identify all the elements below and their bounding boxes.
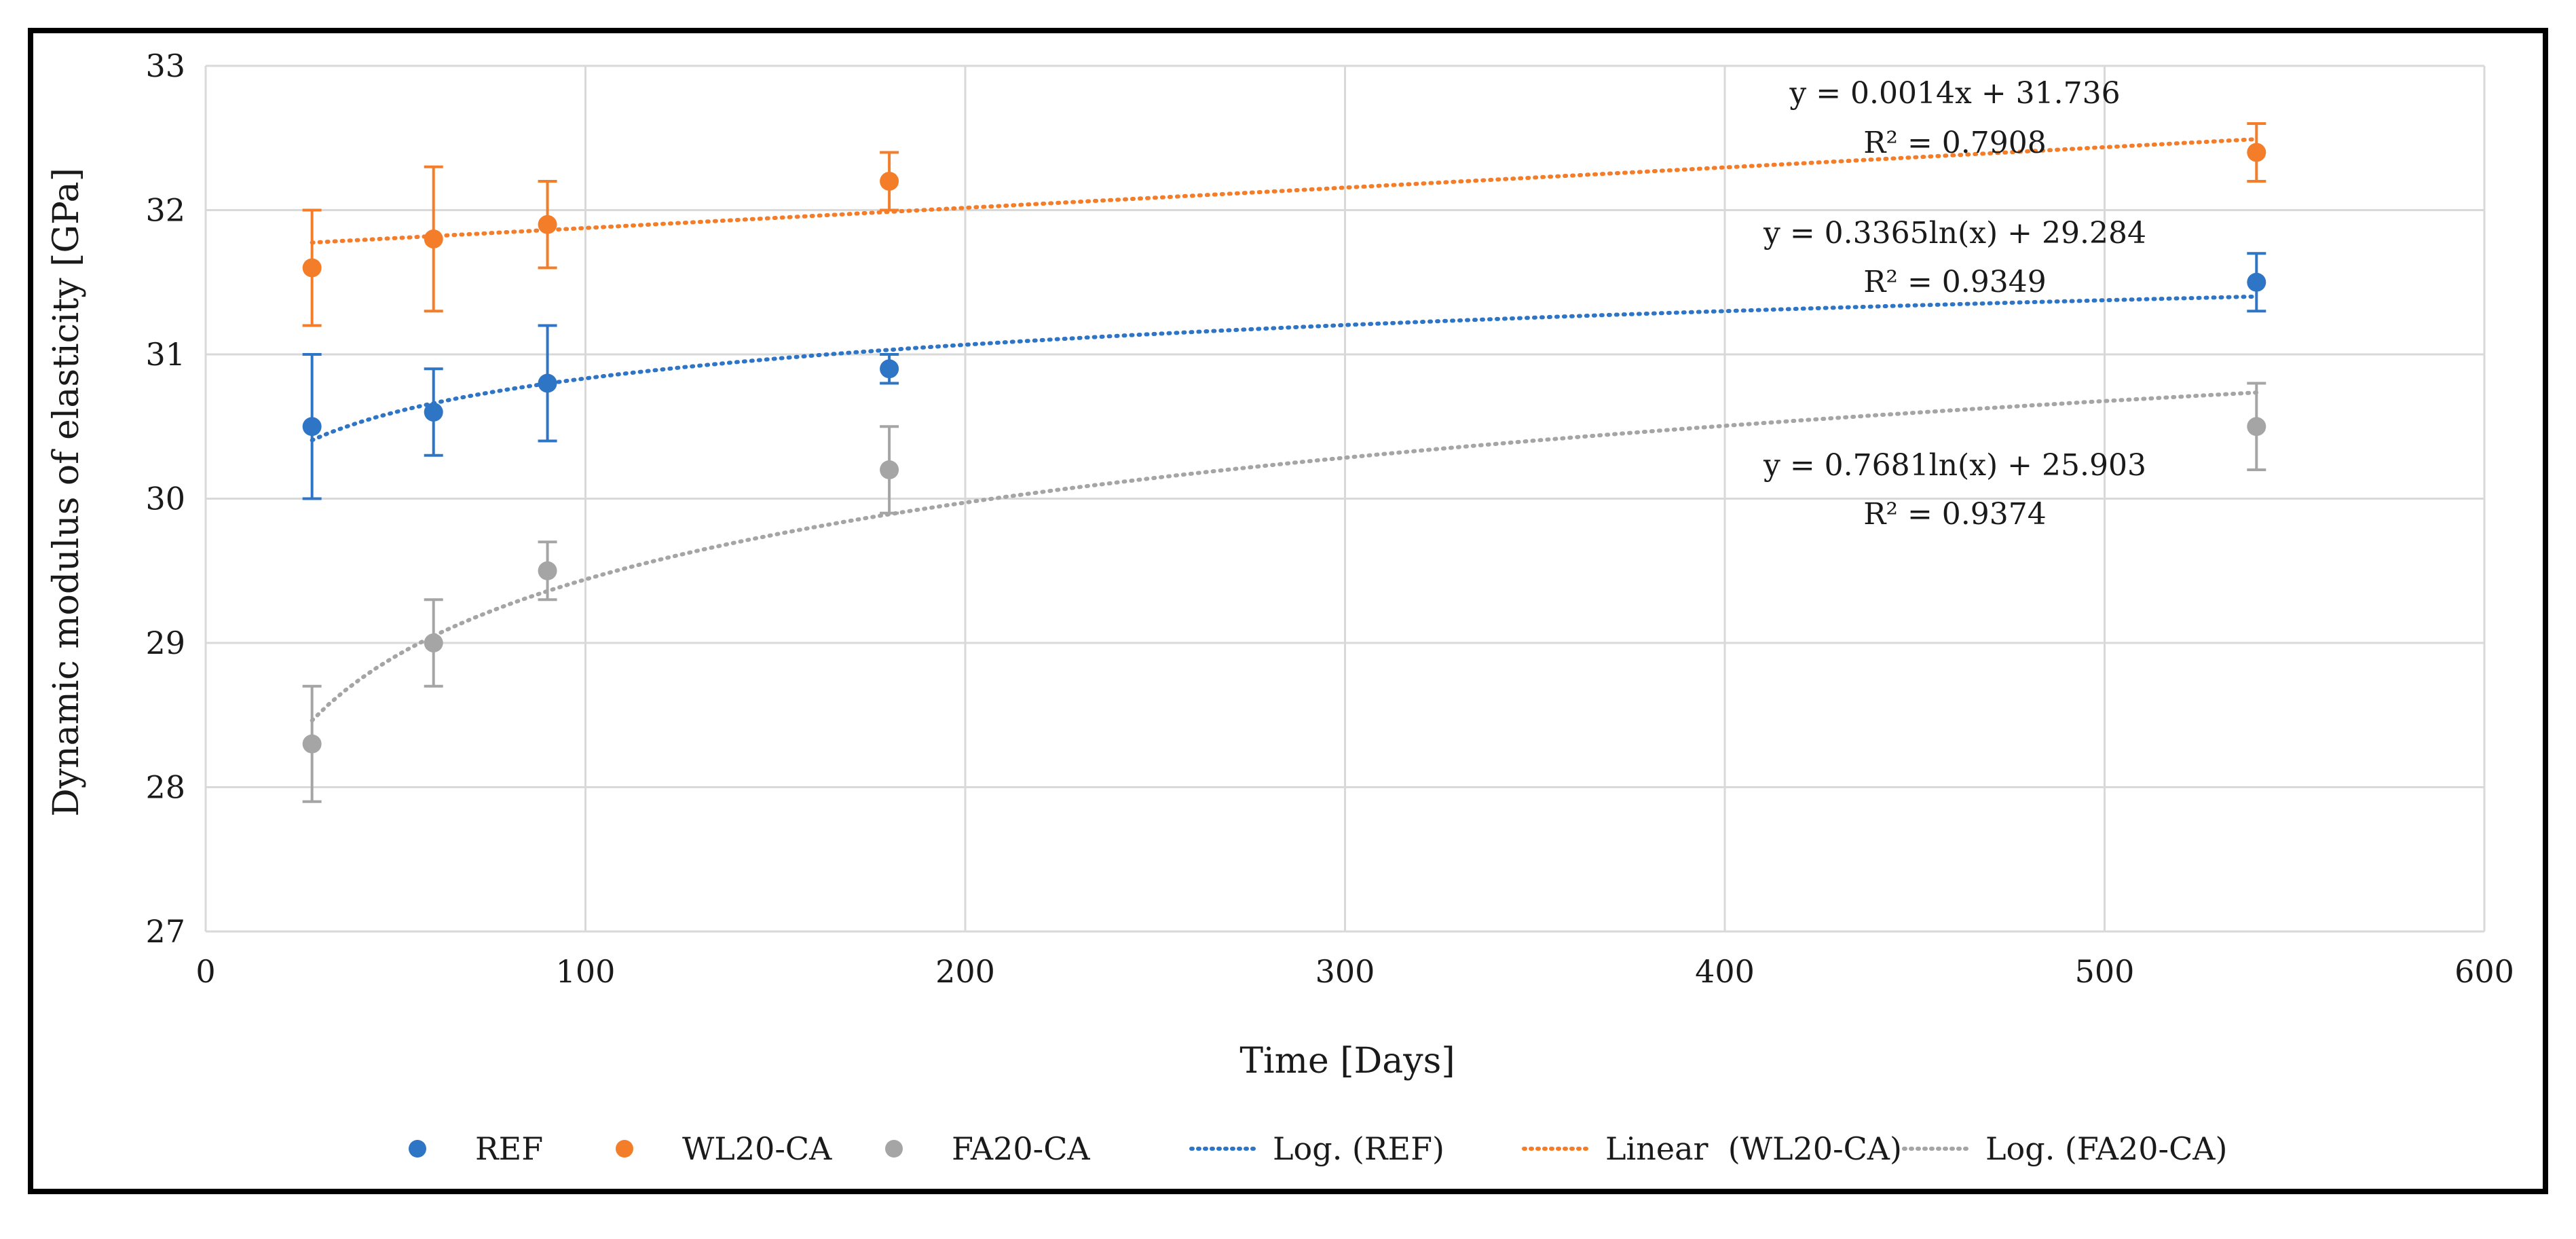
trendline-r2-wl20ca: R² = 0.7908 <box>1863 126 2047 160</box>
data-point-ref <box>538 373 557 393</box>
y-tick-label: 30 <box>145 481 185 517</box>
legend-label-wl20ca: WL20-CA <box>682 1130 832 1167</box>
grid-layer <box>204 64 2486 933</box>
data-point-fa20ca <box>302 734 322 754</box>
y-tick-label: 29 <box>145 625 185 661</box>
data-point-fa20ca <box>2247 417 2266 437</box>
trendline-equation-ref: y = 0.3365ln(x) + 29.284 <box>1763 216 2146 251</box>
trendline-wl20ca <box>310 137 2259 245</box>
data-point-fa20ca <box>424 633 443 652</box>
legend-label-log-ref: Log. (REF) <box>1273 1130 1444 1167</box>
y-tick-label: 33 <box>145 48 185 84</box>
x-tick-label: 600 <box>2454 953 2514 990</box>
legend-marker-fa20ca <box>885 1140 903 1158</box>
legend-label-fa20ca: FA20-CA <box>952 1130 1090 1167</box>
y-tick-label: 31 <box>145 336 185 373</box>
data-point-ref <box>2247 272 2266 292</box>
data-point-fa20ca <box>880 460 899 479</box>
data-point-fa20ca <box>538 561 557 580</box>
legend-marker-ref <box>409 1140 426 1158</box>
data-point-wl20ca <box>880 172 899 191</box>
x-tick-label: 500 <box>2075 953 2135 990</box>
legend: REF WL20-CA FA20-CA Log. (REF) Linear (W… <box>409 1130 2227 1167</box>
trendline-r2-fa20ca: R² = 0.9374 <box>1863 497 2047 532</box>
x-tick-label: 200 <box>935 953 995 990</box>
data-point-ref <box>302 417 322 437</box>
y-tick-label: 32 <box>145 192 185 229</box>
x-tick-label: 100 <box>556 953 616 990</box>
tick-label-layer: 0 100 200 300 400 500 600 27 28 29 30 31 32 33 <box>145 48 2514 990</box>
x-tick-label: 400 <box>1695 953 1755 990</box>
trendline-equation-wl20ca: y = 0.0014x + 31.736 <box>1789 76 2120 111</box>
data-point-wl20ca <box>302 258 322 278</box>
x-axis-label: Time [Days] <box>1239 1041 1455 1081</box>
trendline-ref <box>310 294 2259 443</box>
chart-frame <box>28 28 2548 1194</box>
data-point-wl20ca <box>538 215 557 234</box>
y-tick-label: 28 <box>145 769 185 806</box>
legend-label-ref: REF <box>475 1130 543 1167</box>
legend-label-log-fa20ca: Log. (FA20-CA) <box>1985 1130 2227 1167</box>
data-point-ref <box>880 359 899 379</box>
trendline-r2-ref: R² = 0.9349 <box>1863 265 2047 299</box>
legend-marker-wl20ca <box>616 1140 633 1158</box>
data-point-wl20ca <box>424 229 443 248</box>
y-tick-label: 27 <box>145 913 185 950</box>
data-point-ref <box>424 403 443 422</box>
x-tick-label: 0 <box>195 953 215 990</box>
x-tick-label: 300 <box>1315 953 1375 990</box>
data-point-wl20ca <box>2247 143 2266 162</box>
y-axis-label: Dynamic modulus of elasticity [GPa] <box>46 168 87 817</box>
data-point-layer <box>302 143 2266 754</box>
legend-label-linear-wl20ca: Linear (WL20-CA) <box>1605 1130 1902 1167</box>
trendline-layer <box>310 137 2259 723</box>
trendline-equation-fa20ca: y = 0.7681ln(x) + 25.903 <box>1763 448 2146 483</box>
